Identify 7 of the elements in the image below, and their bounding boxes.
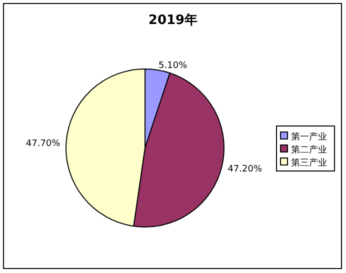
legend-label: 第一产业 <box>291 132 327 142</box>
legend-label: 第二产业 <box>291 144 327 156</box>
legend-label: 第三产业 <box>291 158 327 168</box>
chart-title: 2019年 <box>148 13 198 28</box>
data-label: 47.70% <box>26 138 61 149</box>
data-label: 47.20% <box>228 164 262 175</box>
data-label: 5.10% <box>158 61 188 72</box>
